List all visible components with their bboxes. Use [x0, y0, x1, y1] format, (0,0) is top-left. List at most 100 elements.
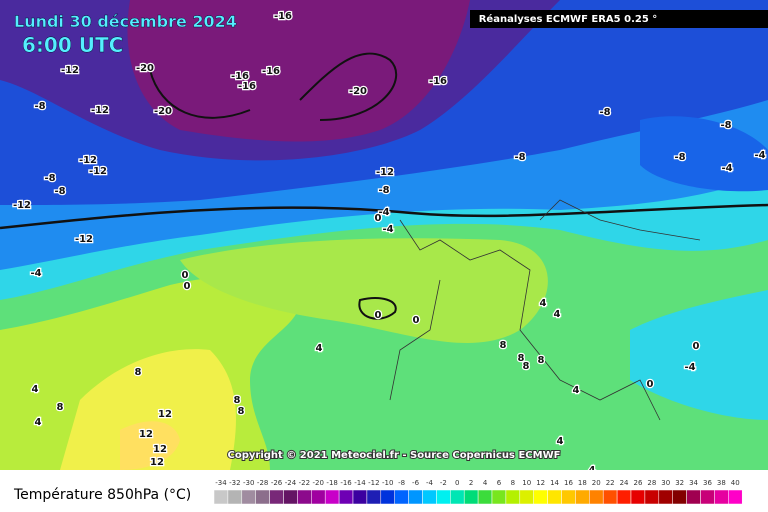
legend-swatch — [394, 489, 409, 505]
legend-swatch — [686, 489, 701, 505]
contour-label: -8 — [599, 107, 610, 118]
legend-swatch — [352, 489, 368, 505]
legend-swatch — [463, 489, 479, 505]
legend-tick-label: -20 — [313, 479, 324, 487]
legend-tick-label: 36 — [703, 479, 712, 487]
legend-swatch — [533, 489, 548, 505]
legend-tick-label: 40 — [731, 479, 740, 487]
legend-tick-label: -18 — [326, 479, 337, 487]
legend-swatch — [575, 489, 590, 505]
contour-label: -4 — [378, 207, 389, 218]
legend-tick-label: -12 — [368, 479, 379, 487]
legend-swatch — [436, 489, 451, 505]
legend-tick-label: 8 — [511, 479, 515, 487]
legend-swatch — [519, 489, 534, 505]
legend-swatch — [450, 489, 465, 505]
legend-swatch — [589, 489, 604, 505]
contour-label: -16 — [274, 11, 292, 22]
contour-label: 4 — [554, 309, 561, 320]
legend-swatch — [408, 489, 423, 505]
legend-swatch — [630, 489, 646, 505]
legend-tick-label: 32 — [675, 479, 684, 487]
legend-swatch — [602, 489, 618, 505]
contour-label: 8 — [518, 353, 525, 364]
legend-tick-label: 38 — [717, 479, 726, 487]
contour-label: -12 — [13, 200, 31, 211]
contour-label: 0 — [375, 213, 382, 224]
contour-label: 8 — [135, 367, 142, 378]
contour-label: -20 — [136, 63, 154, 74]
source: Réanalyses ECMWF ERA5 0.25 ° — [479, 13, 658, 25]
contour-label: -8 — [720, 120, 731, 131]
legend-tick-label: 18 — [578, 479, 587, 487]
legend-tick-label: 20 — [592, 479, 601, 487]
legend-swatch — [700, 489, 715, 505]
legend-tick-label: 4 — [483, 479, 488, 487]
legend-swatch — [728, 489, 743, 505]
legend-tick-label: 34 — [689, 479, 698, 487]
contour-label: -8 — [378, 185, 389, 196]
contour-label: 4 — [32, 384, 39, 395]
legend-tick-label: -22 — [299, 479, 310, 487]
contour-label: 0 — [184, 281, 191, 292]
legend-swatch — [672, 489, 687, 505]
legend-swatch — [227, 489, 243, 505]
legend-scale: -34 -32 -30 -28 -26 -24 -22 -20 -18 -16 -14 -12 -10-… — [213, 479, 743, 505]
time-title: 6:00 UTC — [22, 33, 123, 57]
legend-swatch — [241, 489, 256, 505]
contour-label: -12 — [79, 155, 97, 166]
contour-label: 8 — [238, 406, 245, 417]
legend-tick-label: 6 — [497, 479, 502, 487]
legend-tick-label: -34 — [215, 479, 227, 487]
legend-swatch — [213, 489, 229, 505]
legend-tick-label: -32 — [229, 479, 240, 487]
source-box — [470, 10, 768, 28]
contour-label: -16 — [262, 66, 280, 77]
contour-label: 0 — [647, 379, 654, 390]
legend-tick-label: -14 — [354, 479, 366, 487]
contour-label: -8 — [54, 186, 65, 197]
legend-swatch — [616, 489, 632, 505]
legend-swatch — [283, 489, 298, 505]
contour-label: -12 — [89, 166, 107, 177]
legend-tick-label: 10 — [522, 479, 531, 487]
contour-label: -20 — [349, 86, 367, 97]
contour-label: 8 — [234, 395, 241, 406]
contour-label: -8 — [514, 152, 525, 163]
contour-label: 0 — [182, 270, 189, 281]
contour-label: -4 — [754, 150, 765, 161]
contour-label: 8 — [500, 340, 507, 351]
legend-swatch — [491, 489, 507, 505]
legend-swatch — [505, 489, 521, 505]
legend-swatch — [644, 489, 660, 505]
contour-label: 4 — [35, 417, 42, 428]
contour-label: 0 — [375, 310, 382, 321]
contour-label: -12 — [75, 234, 93, 245]
contour-label: -8 — [34, 101, 45, 112]
legend-tick-label: 22 — [606, 479, 615, 487]
contour-label: -16 — [231, 71, 249, 82]
date-title: Lundi 30 décembre 2024 — [14, 12, 237, 31]
legend-tick-label: -2 — [440, 479, 447, 487]
contour-label: 12 — [153, 444, 167, 455]
contour-label: 4 — [540, 298, 547, 309]
contour-label: -16 — [238, 81, 256, 92]
legend-swatch — [324, 489, 340, 505]
legend-tick-label: -24 — [285, 479, 297, 487]
contour-label: -12 — [61, 65, 79, 76]
contour-labels: -16-20-16 -16-16-20-20-16-12-8 -12 -8-8-8-8… — [12, 10, 767, 478]
legend-swatch — [477, 489, 493, 505]
contour-label: 0 — [693, 341, 700, 352]
contour-label: -8 — [44, 173, 55, 184]
contour-label: 4 — [557, 436, 564, 447]
contour-label: 12 — [150, 457, 164, 468]
temperature-field — [0, 0, 768, 470]
legend-tick-label: -4 — [426, 479, 434, 487]
legend-tick-label: -10 — [382, 479, 393, 487]
legend-tick-label: -6 — [412, 479, 420, 487]
legend-swatch — [269, 489, 284, 505]
legend-swatch — [422, 489, 437, 505]
legend-swatch — [380, 489, 395, 505]
